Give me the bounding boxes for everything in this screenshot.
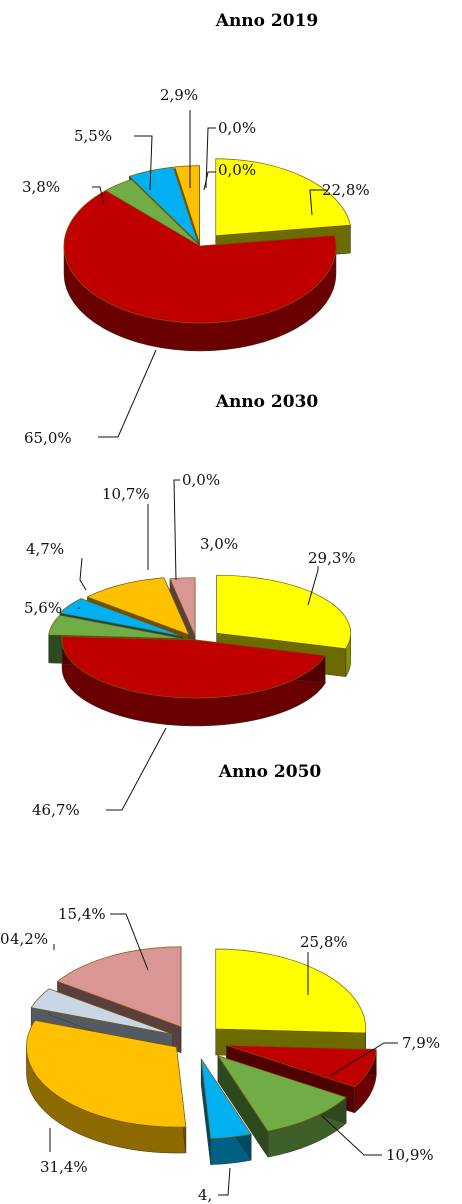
data-label: 0,0%	[182, 471, 220, 489]
pie-slice	[217, 1055, 347, 1132]
data-label: 5,6%	[24, 599, 62, 617]
data-label: 22,8%	[322, 181, 370, 199]
data-label: 10,9%	[386, 1146, 434, 1164]
pie-chart-1: Anno 2030 29,3% 46,7% 5,6% 4,7% 10,7% 0,0% 3,0%	[24, 392, 356, 819]
data-label: 4,2%	[10, 930, 48, 948]
pie-chart-0: Anno 2019 22,8% 65,0% 3,8% 5,5% 2,9% 0,0% 0,0%	[22, 11, 370, 447]
pie-slice	[48, 614, 183, 639]
data-label: 3,0%	[200, 535, 238, 553]
chart-title: Anno 2030	[215, 392, 319, 412]
leader-line	[134, 135, 153, 191]
pie-slice	[174, 165, 200, 243]
data-label: 4,7%	[26, 540, 64, 558]
data-label: 65,0%	[24, 429, 72, 447]
data-label: 4,	[198, 1186, 212, 1204]
leader-line	[307, 566, 319, 606]
data-label: 0,0%	[218, 119, 256, 137]
leader-line	[110, 913, 149, 971]
chart-title: Anno 2050	[218, 762, 322, 782]
leader-line	[98, 349, 157, 438]
data-label: 31,4%	[40, 1158, 88, 1176]
pie-slice	[226, 1044, 377, 1088]
pie-slice	[61, 635, 326, 699]
leader-line	[203, 171, 216, 191]
pie-slice	[63, 190, 337, 324]
data-label: 15,4%	[58, 905, 106, 923]
leader-line	[79, 557, 87, 591]
pie-slice	[86, 577, 190, 636]
leader-line	[92, 186, 105, 206]
pie-slice	[169, 577, 196, 636]
data-label: 10,7%	[102, 485, 150, 503]
data-label: 25,8%	[300, 933, 348, 951]
pie-slice	[59, 598, 183, 637]
chart-title: Anno 2019	[215, 11, 318, 31]
data-label: 46,7%	[32, 801, 80, 819]
data-label: 7,9%	[402, 1034, 440, 1052]
data-label: 2,9%	[160, 86, 198, 104]
pie-slice	[216, 574, 352, 650]
pie-slice	[104, 179, 201, 247]
leader-line	[173, 479, 180, 581]
leader-line	[321, 1115, 382, 1156]
leader-line	[309, 189, 328, 216]
cropped-label: 0	[0, 930, 10, 948]
leader-line	[205, 127, 216, 189]
leader-line	[329, 1042, 398, 1077]
pie-slice	[56, 946, 182, 1028]
data-label: 0,0%	[218, 161, 256, 179]
data-label: 3,8%	[22, 178, 60, 196]
pie-chart-2: Anno 2050 25,8% 7,9% 10,9% 4, 31,4% 4,2% 15,4%	[10, 762, 440, 1204]
data-label: 5,5%	[74, 127, 112, 145]
pie-slice	[200, 1058, 252, 1140]
leader-line	[218, 1167, 231, 1196]
pie-slice	[215, 158, 351, 237]
data-label: 29,3%	[308, 549, 356, 567]
leader-line	[106, 727, 167, 811]
pie-slice	[30, 988, 173, 1035]
pie-slice	[26, 1020, 187, 1128]
pie-slice	[215, 948, 367, 1034]
